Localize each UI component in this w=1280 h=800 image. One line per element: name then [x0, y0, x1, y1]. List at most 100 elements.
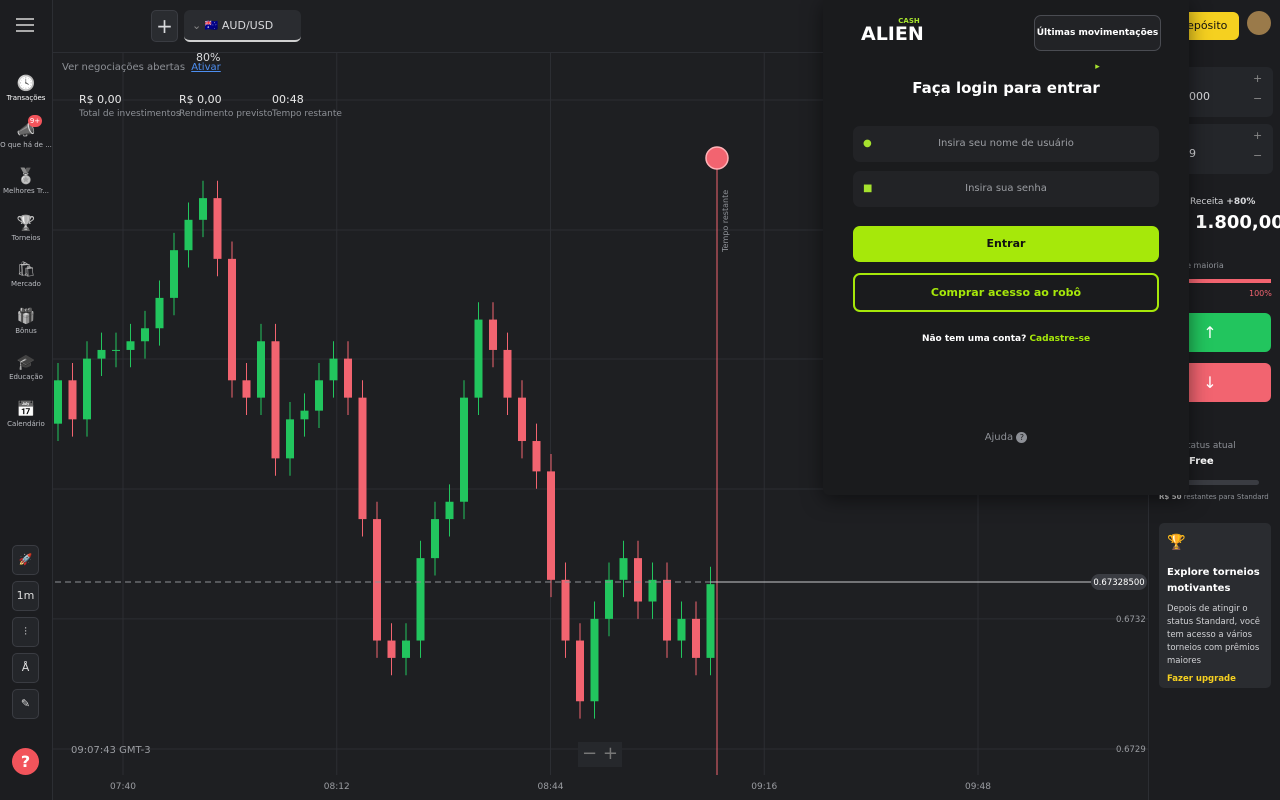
- history-text: Últimas movimentações: [1036, 28, 1159, 38]
- sidebar-item[interactable]: 🏅 Melhores Tr...: [0, 167, 52, 195]
- ui-element: [1159, 480, 1259, 485]
- rocket-tool[interactable]: 🚀: [12, 545, 39, 575]
- sidebar-item[interactable]: 📅 Calendário: [0, 400, 52, 428]
- ui-element: ■: [863, 183, 873, 194]
- x-tick-label: 08:44: [538, 782, 564, 792]
- candle-body: [358, 397, 367, 520]
- sidebar-item[interactable]: 🛍 Mercado: [0, 260, 52, 288]
- candle-body: [518, 397, 526, 442]
- candle-body: [329, 358, 338, 381]
- avatar[interactable]: [1247, 11, 1271, 35]
- submit-button[interactable]: Entrar: [853, 226, 1159, 262]
- ui-element: +: [1253, 129, 1263, 142]
- stat-label: Tempo restante: [272, 109, 342, 119]
- sidebar-label: Bônus: [15, 326, 37, 335]
- badge: 9+: [28, 115, 42, 127]
- candle-body: [83, 358, 91, 420]
- ui-element: R$ 50 restantes para Standard: [1159, 493, 1269, 501]
- asset-selector[interactable]: ⌄ 🇦🇺 AUD/USD 80%: [184, 10, 301, 64]
- candle-body: [155, 297, 164, 329]
- ui-element: [16, 30, 34, 32]
- candle-body: [402, 640, 410, 658]
- promo-link[interactable]: Fazer upgrade: [1167, 674, 1236, 684]
- sidebar-icon: 📅: [16, 399, 36, 418]
- signup-link[interactable]: Cadastre-se: [1029, 334, 1091, 344]
- income-label: Receita: [1190, 197, 1224, 207]
- stat: R$ 0,00 Total de investimentos: [79, 93, 181, 119]
- sidebar-item[interactable]: 📣 O que há de ...: [0, 121, 52, 149]
- candle-body: [619, 558, 628, 580]
- open-trades-link[interactable]: Ativar: [191, 62, 221, 73]
- menu-icon[interactable]: [16, 18, 34, 32]
- sidebar-icon: 🛍: [16, 260, 36, 278]
- candle-body: [692, 618, 700, 658]
- ui-element: Receita +80%: [1190, 197, 1255, 207]
- promo-title: Explore torneios motivantes: [1167, 567, 1260, 594]
- zoom-controls[interactable]: − +: [578, 742, 622, 767]
- sidebar-item[interactable]: 🏆 Torneios: [0, 214, 52, 242]
- history-button[interactable]: Últimas movimentações ▸: [1034, 15, 1161, 72]
- payout: 80%: [196, 51, 221, 64]
- candle-body: [373, 519, 381, 641]
- candle-body: [170, 250, 178, 298]
- sidebar-item[interactable]: 🕓 Transações: [0, 74, 52, 102]
- candle-body: [271, 341, 280, 459]
- candle-body: [663, 579, 671, 641]
- time: 9: [1189, 147, 1196, 160]
- expiry-label: Tempo restante: [721, 190, 730, 253]
- sidebar-label: Calendário: [7, 419, 45, 428]
- brand-top: CASH: [898, 17, 920, 25]
- password-input[interactable]: ■ Insira sua senha: [853, 171, 1159, 207]
- stat-label: Rendimento previsto: [179, 109, 273, 119]
- current-price-box: [1091, 573, 1147, 590]
- sidebar-icon: 📣: [16, 120, 36, 139]
- sidebar-label: Torneios: [11, 233, 41, 242]
- indicator-tool[interactable]: Å: [12, 653, 39, 683]
- chart-type-tool[interactable]: ⫶: [12, 617, 39, 647]
- income-pct: +80%: [1226, 197, 1256, 207]
- sidebar-item[interactable]: 🎁 Bônus: [0, 307, 52, 335]
- draw-tool[interactable]: ✎: [12, 689, 39, 719]
- candle-body: [112, 349, 120, 351]
- ui-element: ⌄ 🇦🇺: [192, 19, 222, 32]
- candle-body: [460, 397, 468, 502]
- help-link[interactable]: Ajuda ?: [823, 432, 1189, 443]
- login-modal: CASH ALIEN Últimas movimentações ▸ Faça …: [823, 0, 1189, 495]
- sidebar: 🕓 Transações 📣 O que há de ... 🏅 Melhores Tr.…: [0, 0, 53, 800]
- candle-body: [489, 319, 497, 350]
- open-trades-text: Ver negociações abertas: [62, 62, 186, 73]
- candle-body: [97, 349, 106, 359]
- candle-body: [605, 579, 613, 619]
- ui-element: ?: [1016, 432, 1028, 443]
- timeframe-tool[interactable]: 1m: [12, 581, 39, 611]
- add-asset-button[interactable]: +: [151, 10, 178, 42]
- x-tick-label: 07:40: [110, 782, 136, 792]
- candle-body: [213, 198, 222, 259]
- ui-element: ▸: [1095, 62, 1100, 72]
- candle-body: [445, 501, 454, 520]
- ui-element: −: [1253, 92, 1263, 105]
- buy-button[interactable]: Comprar acesso ao robô: [853, 273, 1159, 312]
- sidebar-item[interactable]: 🎓 Educação: [0, 353, 52, 381]
- sidebar-label: Educação: [9, 373, 43, 381]
- majority-label: de maioria: [1181, 261, 1224, 270]
- sidebar-icon: 🎓: [16, 353, 36, 371]
- candle-body: [257, 341, 265, 398]
- help-button[interactable]: ?: [12, 748, 39, 775]
- expiry-marker: [705, 146, 729, 170]
- remaining-text: restantes para Standard: [1183, 493, 1269, 501]
- candle-body: [228, 258, 236, 381]
- stat-value: R$ 0,00: [179, 93, 222, 106]
- candle-body: [344, 358, 352, 398]
- username-input[interactable]: ● Insira seu nome de usuário: [853, 126, 1159, 162]
- brand-logo: CASH ALIEN: [861, 18, 924, 44]
- candle-body: [141, 328, 149, 342]
- candle-body: [54, 380, 62, 424]
- majority-pct: 100%: [1249, 289, 1272, 298]
- no-account: Não tem uma conta?: [921, 334, 1027, 344]
- stat: 00:48 Tempo restante: [272, 93, 342, 119]
- candle-body: [431, 519, 439, 559]
- y-tick-label: 0.6729: [1116, 745, 1146, 755]
- current-price-label: 0.67328500: [1093, 578, 1144, 588]
- candle-body: [677, 618, 686, 641]
